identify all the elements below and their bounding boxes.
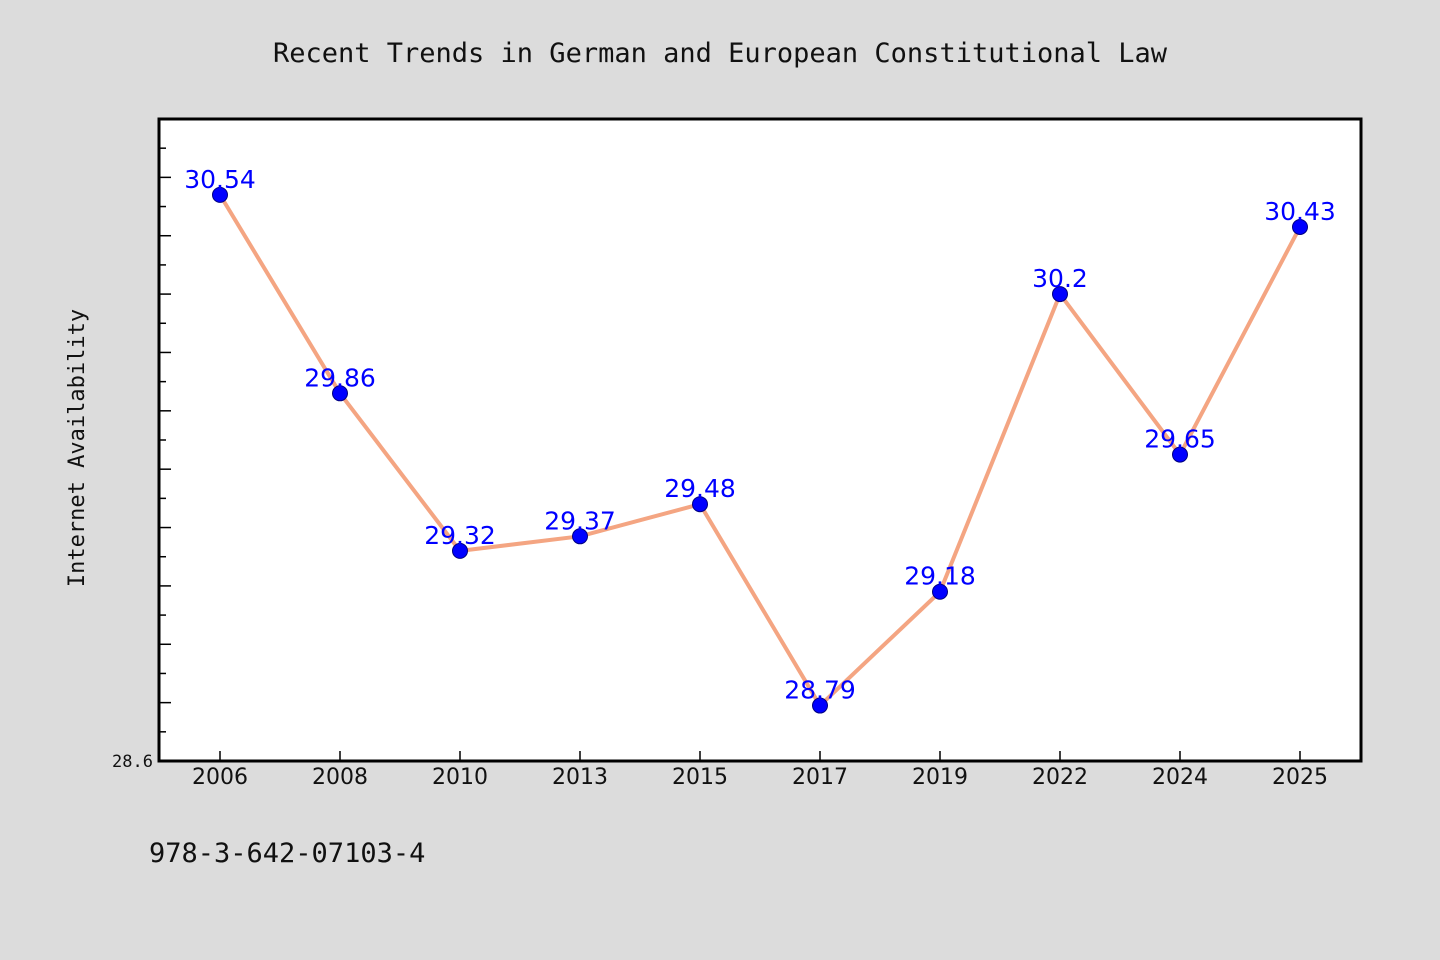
- data-point: [332, 385, 348, 402]
- data-label: 30.2: [1032, 264, 1088, 293]
- x-tick-label: 2017: [792, 765, 848, 790]
- x-axis-ticks: 2006 2008 2010 2013 2015 2017 2019 2022 2024 2025: [192, 751, 1328, 790]
- y-axis-ticks: 28.6: [112, 118, 171, 772]
- data-label: 29.32: [424, 521, 496, 550]
- x-tick-label: 2010: [432, 765, 488, 790]
- x-tick-label: 2015: [672, 765, 728, 790]
- plot-area: [157, 117, 1363, 763]
- x-tick-label: 2006: [192, 765, 248, 790]
- data-point: [1292, 218, 1308, 235]
- x-tick-label: 2025: [1272, 765, 1328, 790]
- data-point: [212, 186, 228, 203]
- data-label: 30.43: [1264, 197, 1336, 226]
- y-axis-label: Internet Availability: [65, 309, 90, 587]
- x-tick-label: 2022: [1032, 765, 1088, 790]
- chart-title: Recent Trends in German and European Con…: [273, 38, 1168, 69]
- data-point: [1172, 446, 1188, 463]
- data-label: 29.86: [304, 363, 376, 392]
- y-tick-label: 28.6: [112, 752, 153, 772]
- data-label: 28.79: [784, 676, 856, 705]
- data-point: [812, 697, 828, 714]
- data-label-layer: 30.54 29.86 29.32 29.37 29.48 28.79 29.18 30.2 2…: [184, 165, 1336, 705]
- data-label: 30.54: [184, 165, 256, 194]
- data-label: 29.65: [1144, 425, 1216, 454]
- data-point: [692, 496, 708, 513]
- data-point: [1052, 286, 1068, 303]
- x-tick-label: 2019: [912, 765, 968, 790]
- x-tick-label: 2008: [312, 765, 368, 790]
- data-label: 29.18: [904, 562, 976, 591]
- data-point: [932, 583, 948, 600]
- series-line: [218, 192, 1302, 708]
- x-tick-label: 2013: [552, 765, 608, 790]
- data-point: [452, 542, 468, 559]
- data-label: 29.37: [544, 506, 616, 535]
- series-layer: [212, 186, 1308, 714]
- data-label: 29.48: [664, 474, 736, 503]
- x-tick-label: 2024: [1152, 765, 1208, 790]
- footer-isbn: 978-3-642-07103-4: [149, 838, 425, 869]
- data-point: [572, 528, 588, 545]
